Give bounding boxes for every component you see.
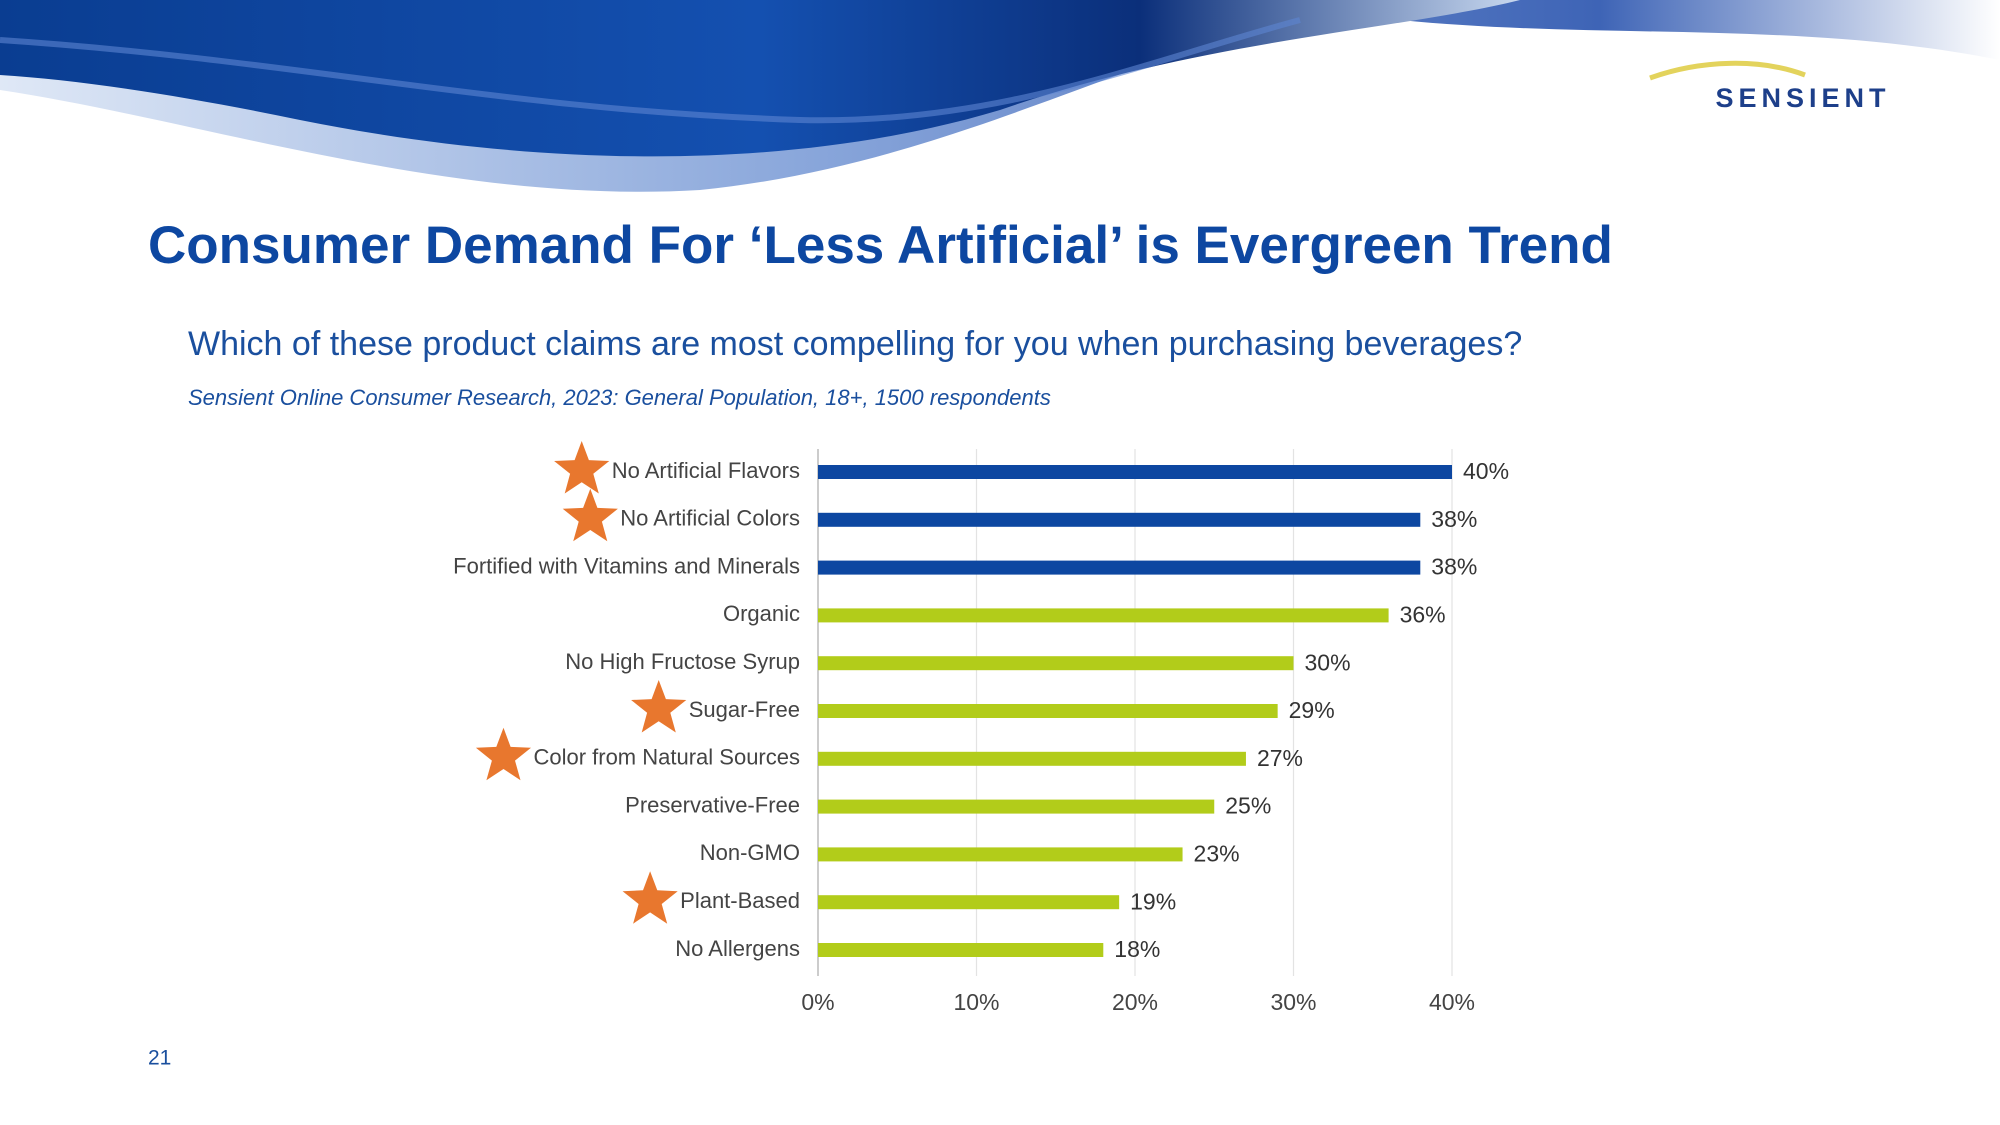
bar (818, 512, 1421, 527)
bar (818, 751, 1246, 766)
value-label: 25% (1225, 793, 1271, 819)
chart-note: Sensient Online Consumer Research, 2023:… (188, 385, 1051, 410)
y-tick-label: No Artificial Colors (620, 506, 800, 531)
logo-swoosh (1649, 60, 1806, 81)
x-tick-label: 40% (1429, 989, 1475, 1015)
y-tick-label: Non-GMO (700, 840, 800, 865)
value-label: 36% (1400, 601, 1446, 627)
y-tick-label: Fortified with Vitamins and Minerals (453, 553, 800, 578)
bar (818, 560, 1421, 575)
y-tick-label: No Artificial Flavors (612, 458, 800, 483)
bar (818, 465, 1452, 479)
value-label: 27% (1257, 745, 1303, 771)
bar (818, 847, 1183, 862)
value-label: 38% (1431, 554, 1477, 580)
x-tick-label: 30% (1270, 989, 1316, 1015)
header-banner (0, 0, 2000, 192)
y-tick-label: Organic (723, 601, 800, 626)
value-label: 18% (1114, 936, 1160, 962)
y-tick-label: Sugar-Free (689, 697, 800, 722)
page-number: 21 (148, 1047, 171, 1070)
y-tick-label: No Allergens (675, 936, 800, 961)
x-tick-label: 20% (1112, 989, 1158, 1015)
y-tick-label: No High Fructose Syrup (565, 649, 800, 674)
x-tick-label: 0% (801, 989, 834, 1015)
value-label: 19% (1130, 888, 1176, 914)
value-label: 30% (1305, 649, 1351, 675)
value-label: 38% (1431, 506, 1477, 532)
chart-title: Consumer Demand For ‘Less Artificial’ is… (148, 216, 1613, 275)
value-label: 23% (1194, 840, 1240, 866)
value-label: 29% (1289, 697, 1335, 723)
bar (818, 608, 1389, 623)
bar (818, 943, 1104, 957)
highlight-star (622, 871, 678, 924)
bar (818, 799, 1215, 814)
logo: SENSIENT (1715, 83, 1890, 113)
bar (818, 895, 1120, 910)
x-tick-label: 10% (953, 989, 999, 1015)
y-tick-label: Color from Natural Sources (533, 745, 800, 770)
value-label: 40% (1463, 458, 1509, 484)
chart-subtitle: Which of these product claims are most c… (188, 325, 1522, 363)
bar (818, 656, 1294, 671)
highlight-star (562, 488, 618, 542)
y-tick-label: Plant-Based (680, 888, 800, 913)
highlight-star (554, 441, 610, 494)
y-tick-label: Preservative-Free (625, 792, 800, 817)
highlight-star (475, 727, 531, 781)
highlight-star (631, 680, 687, 733)
bar (818, 704, 1278, 718)
